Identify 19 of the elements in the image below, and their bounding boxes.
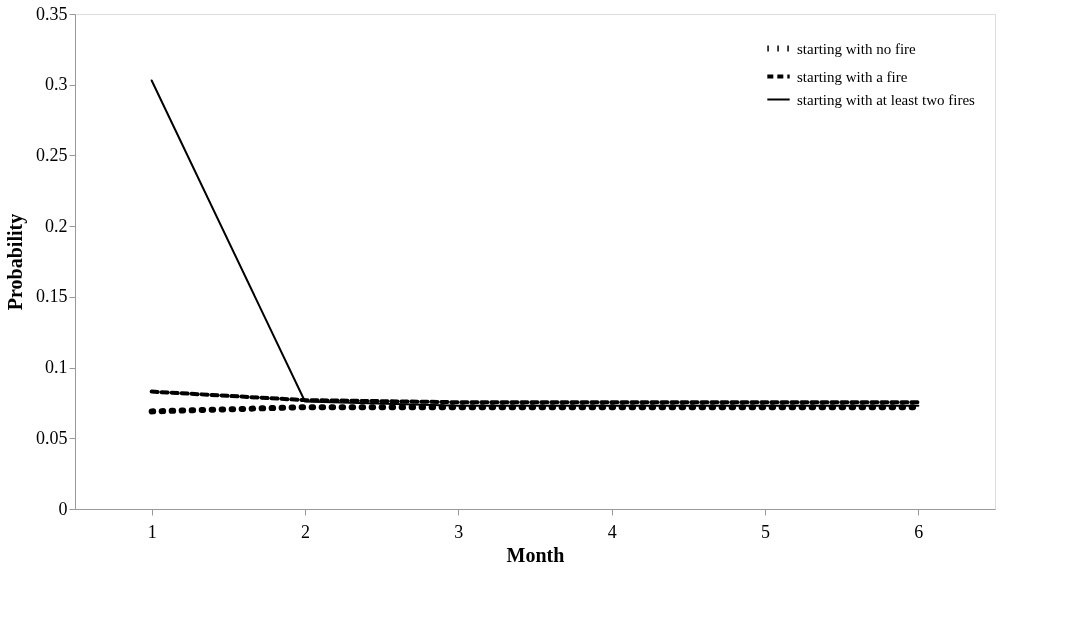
y-axis-title: Probability (4, 213, 27, 311)
legend-label: starting with a fire (797, 68, 908, 85)
legend-label: starting with no fire (797, 40, 917, 57)
x-tick-label: 2 (301, 521, 310, 542)
x-axis-title: Month (506, 543, 565, 566)
y-tick-label: 0.25 (36, 144, 68, 165)
x-tick-label: 5 (761, 521, 770, 542)
y-tick-label: 0.3 (45, 74, 68, 95)
y-tick-label: 0.2 (45, 215, 68, 236)
y-tick-label: 0.05 (36, 427, 68, 448)
x-tick-label: 1 (147, 521, 157, 542)
legend-label: starting with at least two fires (797, 91, 976, 108)
y-tick-label: 0.15 (36, 286, 68, 307)
y-tick-label: 0.1 (45, 357, 68, 378)
y-tick-label: 0.35 (36, 3, 68, 24)
x-tick-label: 6 (914, 521, 924, 542)
x-tick-label: 4 (607, 521, 617, 542)
y-tick-label: 0 (58, 498, 68, 519)
x-tick-label: 3 (454, 521, 464, 542)
